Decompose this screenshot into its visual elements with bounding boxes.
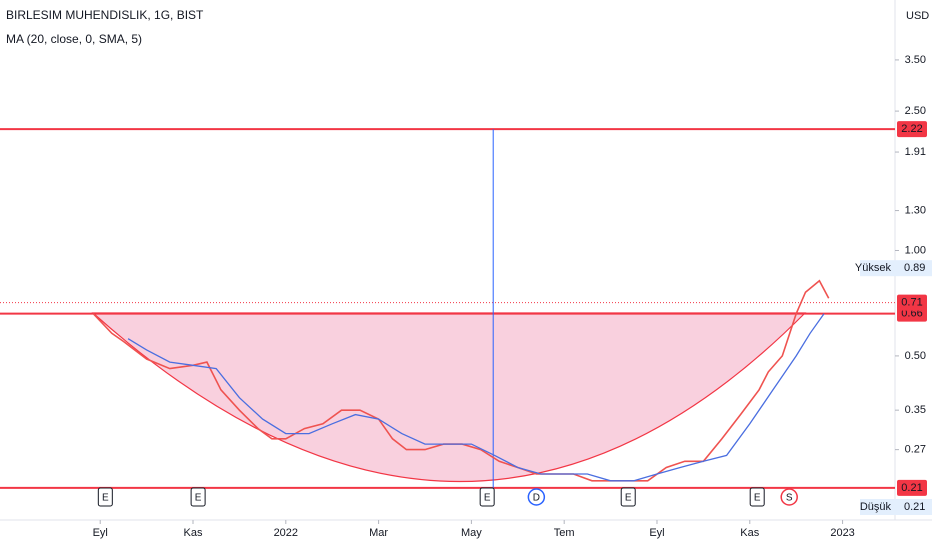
- price-label-box: [897, 121, 927, 138]
- price-label-box: [897, 479, 927, 496]
- y-tick-label: 1.30: [905, 204, 926, 216]
- event-label: E: [625, 493, 632, 504]
- event-label: S: [786, 493, 793, 504]
- x-tick-label: Mar: [369, 527, 388, 539]
- event-marker: [749, 487, 765, 507]
- event-label: E: [195, 493, 202, 504]
- high-label: Yüksek: [855, 262, 892, 274]
- y-tick-label: 0.50: [905, 350, 926, 362]
- y-tick-label: 0.35: [905, 404, 926, 416]
- x-tick-label: Kas: [184, 527, 203, 539]
- event-marker: [97, 487, 113, 507]
- chart-title: BIRLESIM MUHENDISLIK, 1G, BIST: [6, 8, 204, 22]
- series-line: [127, 313, 825, 482]
- event-marker: [527, 488, 546, 506]
- event-marker: [479, 487, 495, 507]
- price-label: 2.22: [901, 123, 922, 135]
- y-tick-label: 3.50: [905, 54, 926, 66]
- y-tick-label: 1.00: [905, 244, 926, 256]
- y-tick-label: 2.50: [905, 105, 926, 117]
- x-tick-label: 2023: [830, 527, 854, 539]
- event-marker: [780, 488, 798, 506]
- event-label: E: [102, 493, 109, 504]
- event-label: E: [754, 493, 761, 504]
- price-label: 0.66: [901, 308, 922, 320]
- low-label: Düşük: [860, 501, 892, 513]
- y-tick-label: 0.27: [905, 444, 926, 456]
- x-tick-label: 2022: [274, 527, 298, 539]
- x-tick-label: May: [461, 527, 482, 539]
- x-tick-label: Kas: [740, 527, 759, 539]
- high-label-box: [860, 260, 932, 277]
- x-tick-label: Eyl: [649, 527, 664, 539]
- price-label: 0.71: [901, 296, 922, 308]
- indicator-title: MA (20, close, 0, SMA, 5): [6, 32, 142, 46]
- high-value: 0.89: [904, 262, 925, 274]
- event-marker: [620, 487, 636, 507]
- x-tick-label: Tem: [554, 527, 575, 539]
- event-label: D: [533, 493, 540, 504]
- price-label-box: [897, 294, 927, 311]
- cup-pattern: [91, 312, 807, 483]
- x-tick-label: Eyl: [93, 527, 108, 539]
- y-tick-label: 1.91: [905, 146, 926, 158]
- series-line: [92, 279, 830, 482]
- low-value: 0.21: [904, 501, 925, 513]
- event-marker: [190, 487, 206, 507]
- currency: USD: [906, 10, 929, 22]
- price-label: 0.21: [901, 482, 922, 494]
- event-label: E: [484, 493, 491, 504]
- low-label-box: [860, 499, 932, 515]
